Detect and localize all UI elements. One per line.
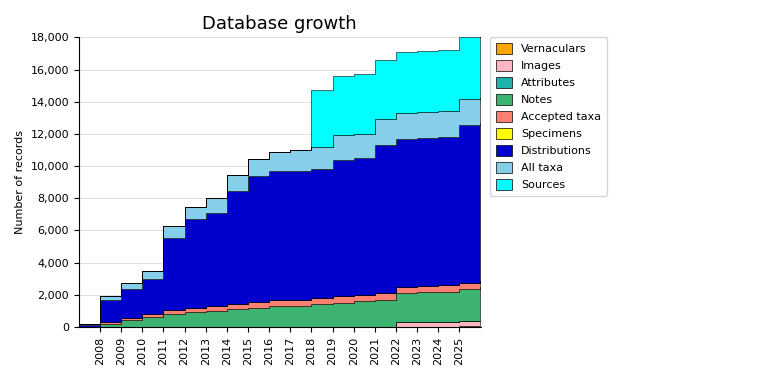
Y-axis label: Number of records: Number of records [15, 130, 25, 234]
Legend: Vernaculars, Images, Attributes, Notes, Accepted taxa, Specimens, Distributions,: Vernaculars, Images, Attributes, Notes, … [490, 37, 607, 196]
Title: Database growth: Database growth [203, 15, 357, 33]
